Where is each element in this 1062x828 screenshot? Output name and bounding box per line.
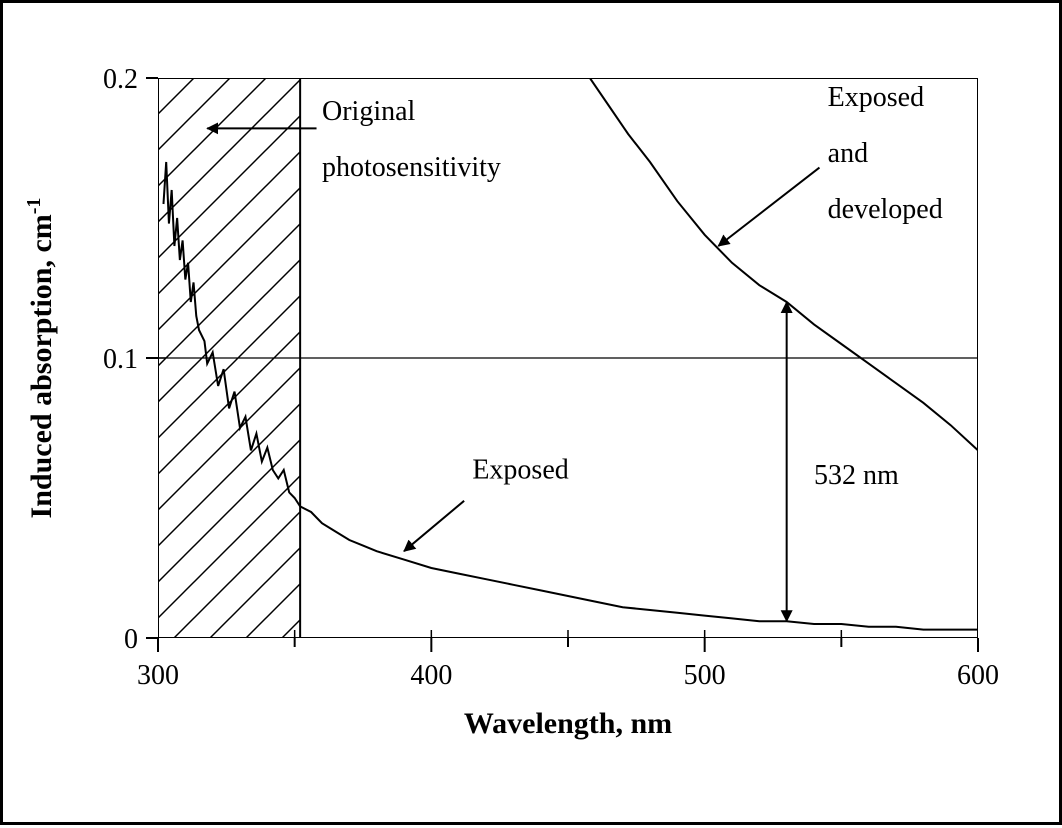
y-axis-label: Induced absorption, cm-1 <box>23 198 58 519</box>
svg-text:600: 600 <box>957 660 999 691</box>
figure-frame: Original photosensitivity Exposed Exposed an… <box>0 0 1062 825</box>
svg-text:and: and <box>828 138 868 169</box>
label-exposed-developed: Exposed <box>828 82 924 113</box>
arrow-developed <box>718 168 819 246</box>
chart-area: Original photosensitivity Exposed Exposed an… <box>158 78 978 638</box>
chart-svg: Original photosensitivity Exposed Exposed an… <box>158 78 978 638</box>
x-axis-label: Wavelength, nm <box>464 707 672 740</box>
svg-text:0: 0 <box>124 624 138 655</box>
svg-text:developed: developed <box>828 194 943 225</box>
label-exposed: Exposed <box>472 454 568 485</box>
svg-text:400: 400 <box>410 660 452 691</box>
svg-text:500: 500 <box>684 660 726 691</box>
arrow-exposed <box>404 501 464 551</box>
label-original-photosensitivity: Original <box>322 96 416 127</box>
svg-text:photosensitivity: photosensitivity <box>322 152 501 183</box>
svg-text:0.1: 0.1 <box>103 344 138 375</box>
svg-text:300: 300 <box>137 660 179 691</box>
svg-text:0.2: 0.2 <box>103 64 138 95</box>
label-532nm: 532 nm <box>814 460 899 491</box>
curve-exposed-developed <box>590 78 978 450</box>
